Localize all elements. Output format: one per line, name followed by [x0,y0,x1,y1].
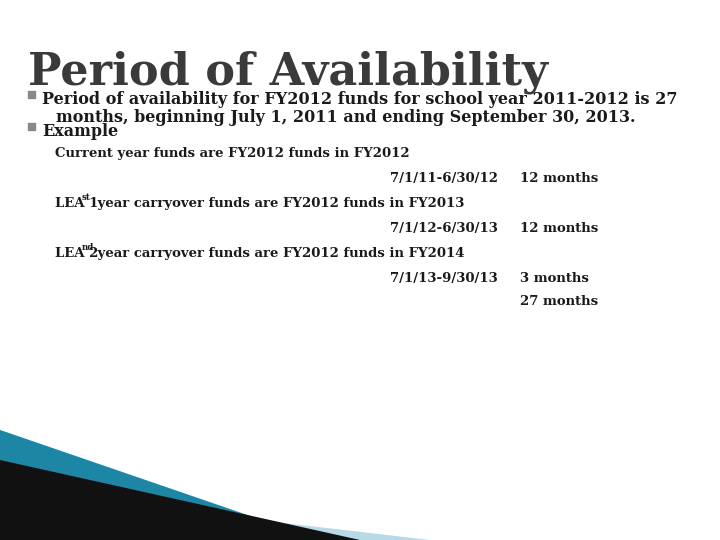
Text: LEA 1: LEA 1 [55,197,99,210]
Text: nd: nd [82,243,94,252]
Text: Example: Example [42,123,118,140]
Text: year carryover funds are FY2012 funds in FY2014: year carryover funds are FY2012 funds in… [93,247,464,260]
Text: Current year funds are FY2012 funds in FY2012: Current year funds are FY2012 funds in F… [55,147,410,160]
Text: 3 months: 3 months [520,272,589,285]
Text: 27 months: 27 months [520,295,598,308]
Polygon shape [0,430,320,540]
Bar [28,123,35,130]
Text: 12 months: 12 months [520,222,598,235]
Text: st: st [82,193,91,202]
Text: 12 months: 12 months [520,172,598,185]
Polygon shape [0,460,360,540]
Polygon shape [0,430,320,540]
Bar [28,91,35,98]
Text: 7/1/13-9/30/13: 7/1/13-9/30/13 [390,272,498,285]
Text: 7/1/11-6/30/12: 7/1/11-6/30/12 [390,172,498,185]
Text: Period of availability for FY2012 funds for school year 2011-2012 is 27: Period of availability for FY2012 funds … [42,91,678,108]
Text: 7/1/12-6/30/13: 7/1/12-6/30/13 [390,222,498,235]
Text: year carryover funds are FY2012 funds in FY2013: year carryover funds are FY2012 funds in… [93,197,464,210]
Text: Period of Availability: Period of Availability [28,50,548,93]
Polygon shape [0,490,430,540]
Text: LEA 2: LEA 2 [55,247,99,260]
Text: months, beginning July 1, 2011 and ending September 30, 2013.: months, beginning July 1, 2011 and endin… [56,109,636,126]
